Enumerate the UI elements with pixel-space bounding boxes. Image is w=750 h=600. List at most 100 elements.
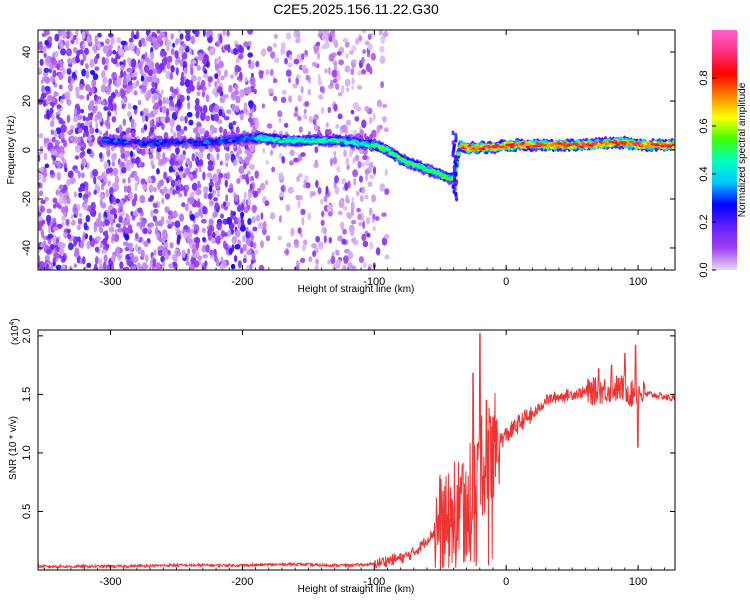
spectrogram-ridge-cell	[467, 144, 472, 148]
spectrogram-noise-cell	[280, 96, 287, 104]
spectrogram-noise-cell	[285, 32, 292, 40]
spectrogram-noise-cell	[340, 221, 345, 231]
spectrogram-noise-cell	[110, 103, 114, 112]
spectrogram-noise-cell	[208, 198, 213, 208]
spectrogram-noise-cell	[137, 207, 143, 213]
spectrogram-ridge-cell	[244, 135, 249, 139]
spectrogram-noise-cell	[209, 104, 214, 113]
y-tick-label: 2.0	[21, 328, 33, 343]
spectrogram-noise-cell	[249, 183, 253, 190]
spectrogram-noise-cell	[181, 202, 186, 208]
spectrogram-noise-cell	[188, 119, 194, 126]
spectrogram-noise-cell	[123, 266, 130, 270]
spectrogram-noise-cell	[247, 30, 254, 35]
spectrogram-noise-cell	[185, 261, 190, 266]
spectrogram-noise-cell	[353, 178, 357, 186]
spectrogram-noise-cell	[157, 182, 161, 191]
spectrogram-noise-cell	[207, 81, 212, 88]
spectrogram-noise-cell	[233, 89, 239, 96]
spectrogram-noise-cell	[153, 74, 157, 83]
spectrogram-noise-cell	[229, 74, 235, 79]
spectrogram-noise-cell	[160, 89, 165, 95]
spectrogram-noise-cell	[121, 103, 126, 110]
spectrogram-noise-cell	[209, 185, 213, 193]
spectrogram-noise-cell	[69, 177, 76, 184]
spectrogram-noise-cell	[141, 114, 146, 123]
spectrogram-noise-cell	[61, 215, 67, 221]
spectrogram-ridge-cell	[399, 157, 404, 160]
spectrogram-noise-cell	[50, 75, 55, 83]
spectrogram-ridge-cell	[301, 137, 306, 141]
spectrogram-noise-cell	[376, 125, 381, 134]
spectrogram-ridge-cell	[138, 142, 143, 145]
spectrogram-noise-cell	[172, 42, 176, 48]
spectrogram-noise-cell	[131, 158, 138, 164]
spectrogram-noise-cell	[294, 106, 298, 113]
spectrogram-noise-cell	[375, 247, 381, 256]
spectrogram-noise-cell	[262, 227, 267, 236]
spectrogram-noise-cell	[56, 171, 61, 180]
spectrogram-noise-cell	[168, 165, 174, 173]
spectrogram-noise-cell	[129, 173, 135, 179]
spectrogram-noise-cell	[224, 179, 228, 188]
spectrogram-noise-cell	[354, 154, 360, 162]
spectrogram-noise-cell	[375, 216, 380, 221]
spectrogram-noise-cell	[338, 199, 345, 209]
spectrogram-noise-cell	[350, 109, 355, 115]
spectrogram-noise-cell	[352, 169, 359, 178]
spectrogram-ridge-cell	[269, 136, 274, 140]
spectrogram-noise-cell	[60, 264, 66, 270]
spectrogram-noise-cell	[361, 233, 367, 241]
spectrogram-noise-cell	[329, 79, 334, 88]
spectrogram-noise-cell	[85, 116, 91, 122]
spectrogram-noise-cell	[60, 206, 66, 214]
spectrogram-noise-cell	[74, 168, 79, 174]
spectrogram-noise-cell	[103, 254, 108, 263]
spectrogram-noise-cell	[217, 119, 223, 124]
spectrogram-noise-cell	[66, 68, 72, 75]
spectrogram-noise-cell	[114, 88, 118, 96]
spectrogram-noise-cell	[369, 174, 375, 180]
spectrogram-noise-cell	[90, 70, 96, 75]
spectrogram-tail-cell	[453, 154, 457, 160]
spectrogram-noise-cell	[183, 231, 188, 239]
spectrogram-noise-cell	[108, 33, 114, 38]
x-tick-label: 100	[629, 276, 647, 288]
spectrogram-noise-cell	[235, 58, 240, 64]
spectrogram-noise-cell	[73, 108, 78, 114]
spectrogram-noise-cell	[161, 105, 167, 114]
spectrogram-noise-cell	[233, 47, 238, 56]
spectrogram-noise-cell	[223, 201, 227, 206]
spectrogram-noise-cell	[50, 120, 55, 128]
spectrogram-noise-cell	[257, 187, 261, 194]
spectrogram-noise-cell	[43, 152, 48, 161]
spectrogram-noise-cell	[218, 172, 224, 179]
spectrogram-noise-cell	[220, 213, 224, 219]
spectrogram-noise-cell	[365, 173, 368, 182]
spectrogram-noise-cell	[66, 197, 71, 205]
spectrogram-noise-cell	[272, 42, 278, 48]
spectrogram-noise-cell	[149, 119, 154, 128]
spectrogram-noise-cell	[175, 185, 180, 191]
spectrogram-noise-cell	[96, 53, 100, 59]
spectrogram-noise-cell	[67, 76, 71, 84]
spectrogram-noise-cell	[156, 232, 160, 240]
spectrogram-noise-cell	[95, 122, 99, 129]
spectrogram-noise-cell	[53, 59, 58, 67]
spectrogram-noise-cell	[146, 30, 151, 35]
spectrogram-noise-cell	[41, 175, 47, 183]
spectrogram-noise-cell	[188, 196, 195, 205]
spectrogram-noise-cell	[38, 154, 41, 162]
spectrogram-noise-cell	[284, 57, 288, 65]
spectrogram-noise-cell	[75, 37, 79, 45]
spectrogram-noise-cell	[120, 64, 125, 71]
spectrogram-noise-cell	[63, 139, 68, 148]
spectrogram-ridge-cell	[310, 137, 315, 140]
spectrogram-noise-cell	[352, 102, 359, 110]
spectrogram-noise-cell	[358, 256, 364, 264]
spectrogram-noise-cell	[368, 207, 373, 216]
spectrogram-ridge-cell	[562, 142, 567, 145]
spectrogram-noise-cell	[353, 266, 357, 270]
spectrogram-noise-cell	[51, 95, 56, 103]
spectrogram-noise-cell	[202, 171, 206, 181]
